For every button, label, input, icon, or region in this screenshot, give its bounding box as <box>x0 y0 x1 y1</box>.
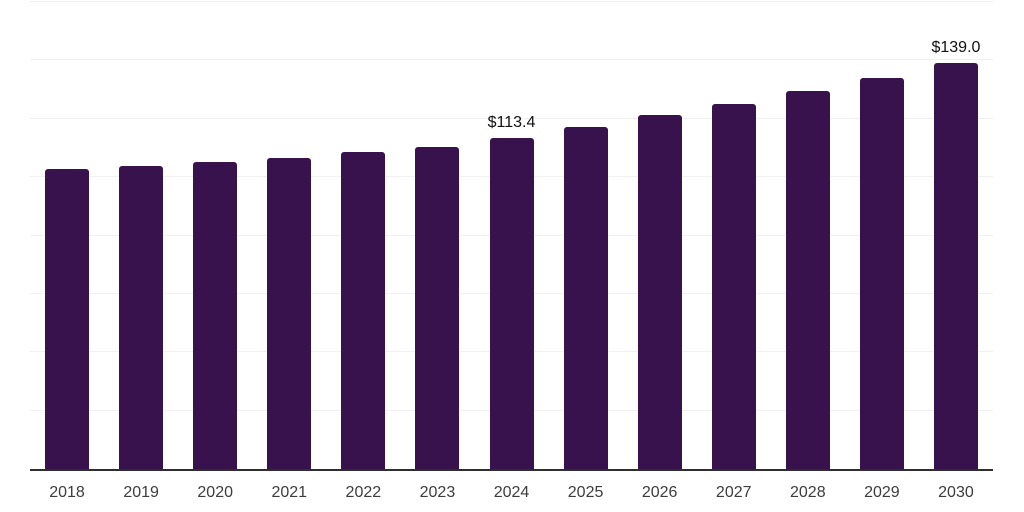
x-tick-2020: 2020 <box>197 484 233 501</box>
x-tick-2021: 2021 <box>271 484 308 501</box>
bar-2026 <box>637 115 682 469</box>
x-tick-2018: 2018 <box>49 484 85 501</box>
gridline-160 <box>30 1 993 2</box>
x-tick-2026: 2026 <box>641 484 678 501</box>
bar-2029 <box>859 77 904 469</box>
gridline-140 <box>30 59 993 61</box>
plot-area: $113.4 $139.0 <box>30 1 993 471</box>
x-tick-2028: 2028 <box>790 484 826 501</box>
value-label-2030: $139.0 <box>931 39 981 57</box>
bar-2018 <box>45 169 90 469</box>
bar-2025 <box>563 127 608 469</box>
bar-2023 <box>415 147 460 469</box>
gridline-120 <box>30 117 993 119</box>
bar-2027 <box>711 104 756 469</box>
bar-2022 <box>341 152 386 469</box>
value-label-2024: $113.4 <box>487 114 536 132</box>
x-tick-2022: 2022 <box>345 484 382 501</box>
bar-2024 <box>489 138 534 469</box>
x-tick-2025: 2025 <box>567 484 604 501</box>
bar-2028 <box>785 91 830 469</box>
x-tick-2024: 2024 <box>493 484 530 501</box>
bar-2019 <box>119 166 164 469</box>
bar-2020 <box>193 162 238 469</box>
bar-2030 <box>933 63 978 469</box>
x-tick-2029: 2029 <box>864 484 900 501</box>
bar-2021 <box>267 157 312 469</box>
x-tick-2023: 2023 <box>419 484 456 501</box>
x-tick-2030: 2030 <box>938 484 974 501</box>
x-tick-2019: 2019 <box>123 484 159 501</box>
x-tick-2027: 2027 <box>715 484 752 501</box>
